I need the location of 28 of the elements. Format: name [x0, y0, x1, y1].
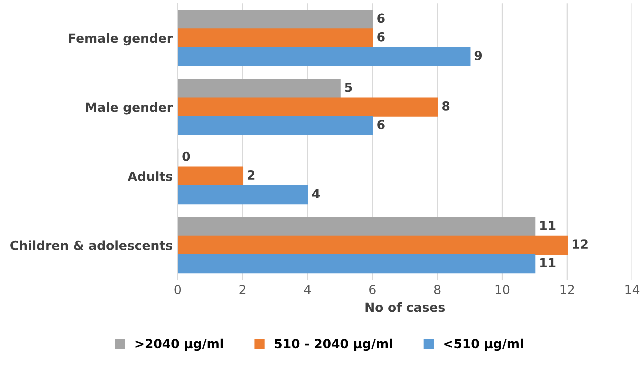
data-label: 11: [540, 258, 556, 268]
y-tick-label: Children & adolescents: [10, 240, 172, 250]
y-tick-label: Female gender: [69, 33, 174, 46]
data-label: 6: [378, 14, 385, 24]
x-tick-label: 10: [496, 285, 510, 295]
legend-label: 510 - 2040 µg/ml: [275, 338, 392, 352]
data-label: 12: [572, 240, 588, 249]
y-tick-label: Adults: [128, 172, 172, 182]
data-label: 6: [378, 32, 385, 42]
data-label: 8: [442, 101, 450, 111]
y-tick-label: Male gender: [86, 102, 174, 115]
data-label: 2: [248, 170, 255, 180]
data-label: 11: [540, 221, 556, 230]
data-label: 6: [378, 120, 385, 130]
x-tick-label: 0: [174, 285, 182, 295]
x-tick-label: 6: [370, 285, 376, 295]
x-tick-label: 4: [304, 285, 312, 294]
x-tick-label: 14: [626, 285, 640, 294]
data-label: 0: [182, 152, 190, 162]
x-tick-label: 8: [434, 285, 441, 295]
data-label: 9: [474, 51, 482, 60]
data-label: 5: [345, 82, 352, 92]
data-label: 4: [312, 189, 320, 198]
x-tick-label: 2: [240, 285, 246, 294]
legend-label: <510 µg/ml: [444, 338, 524, 352]
legend-label: >2040 µg/ml: [136, 338, 224, 352]
x-tick-label: 12: [560, 285, 574, 294]
x-axis-title: No of cases: [366, 302, 446, 312]
